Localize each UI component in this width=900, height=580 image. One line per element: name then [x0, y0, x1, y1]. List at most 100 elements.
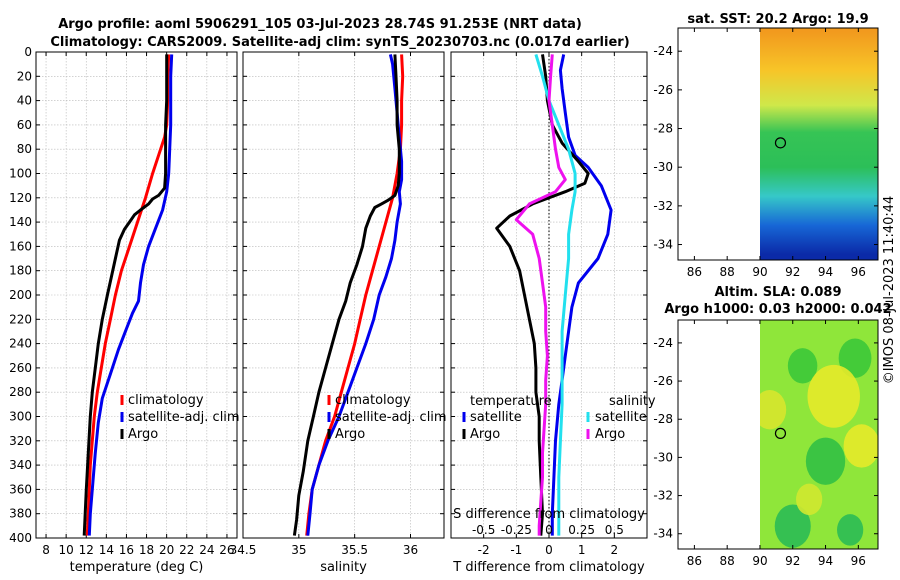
- y-tick-label: 0: [24, 45, 32, 59]
- x-tick-label: 1: [578, 543, 586, 557]
- x-tick-label: 34.5: [230, 543, 257, 557]
- legend-label: climatology: [335, 393, 411, 408]
- map-y-tick-label: -26: [653, 374, 673, 388]
- x-tick-label: 35.5: [341, 543, 368, 557]
- y-tick-label: 180: [9, 264, 32, 278]
- map-x-tick-label: 88: [720, 554, 735, 568]
- y-tick-label: 320: [9, 434, 32, 448]
- x-tick-label: 16: [119, 543, 134, 557]
- map-y-tick-label: -34: [653, 238, 673, 252]
- salinity-panel: 34.5 35 35.5 36 salinity climatology satellite…: [230, 51, 447, 575]
- difference-panel: -2 -1 0 1 2 T difference from climatology S di…: [450, 51, 656, 575]
- x-tick-label: 35: [291, 543, 306, 557]
- legend-title: salinity: [609, 394, 656, 409]
- profile-location-marker: [774, 137, 787, 149]
- sla-feature: [807, 364, 860, 428]
- imos-watermark: ©IMOS 08-Jul-2023 11:40:44: [882, 196, 897, 385]
- sst-field: [759, 28, 878, 260]
- legend-label: satellite: [470, 410, 522, 425]
- map-subtitle: Argo h1000: 0.03 h2000: 0.042: [664, 302, 891, 317]
- sla-feature: [774, 504, 811, 548]
- y-tick-label: 280: [9, 385, 32, 399]
- sla-feature: [838, 338, 872, 378]
- series-line: [292, 54, 401, 536]
- plot-frame: [450, 51, 648, 539]
- x-tick-label: 8: [42, 543, 50, 557]
- series-line: [87, 54, 174, 536]
- y-tick-label: 100: [9, 167, 32, 181]
- legend-label: Argo: [335, 427, 365, 442]
- legend-title: temperature: [470, 394, 552, 409]
- sst-map-panel: 86 88 90 92 94 96 -24 -26 -28 -30 -32 -34 sat. SST: …: [653, 12, 879, 279]
- y-tick-label: 80: [17, 142, 32, 156]
- x-tick-label: -2: [478, 543, 490, 557]
- y-tick-label: 40: [17, 94, 32, 108]
- map-data: [759, 28, 878, 260]
- map-y-tick-label: -32: [653, 199, 673, 213]
- x-tick-label: -1: [510, 543, 522, 557]
- x-tick-label: 0: [545, 543, 553, 557]
- s-tick-label: -0.5: [472, 523, 495, 537]
- y-tick-label: 340: [9, 458, 32, 472]
- map-x-tick-label: 96: [851, 265, 866, 279]
- x-tick-label: 14: [99, 543, 114, 557]
- x-tick-label: 18: [139, 543, 154, 557]
- map-x-tick-label: 94: [818, 554, 833, 568]
- map-frame: [677, 27, 879, 261]
- map-y-tick-label: -30: [653, 450, 673, 464]
- series-line: [495, 54, 590, 536]
- s-tick-label: 0: [545, 523, 553, 537]
- x-tick-label: 2: [611, 543, 619, 557]
- y-tick-label: 160: [9, 239, 32, 253]
- map-y-tick-label: -24: [653, 336, 673, 350]
- legend-label: climatology: [128, 393, 204, 408]
- map-x-tick-label: 92: [785, 265, 800, 279]
- map-title: Altim. SLA: 0.089: [715, 285, 842, 300]
- s-tick-label: -0.25: [501, 523, 532, 537]
- map-x-tick-label: 94: [818, 265, 833, 279]
- map-y-tick-label: -34: [653, 527, 673, 541]
- map-x-tick-label: 90: [752, 554, 767, 568]
- legend-label: Argo: [470, 427, 500, 442]
- figure-title-line1: Argo profile: aoml 5906291_105 03-Jul-20…: [58, 17, 582, 32]
- series-line: [514, 54, 567, 536]
- y-tick-label: 400: [9, 531, 32, 545]
- y-tick-label: 140: [9, 215, 32, 229]
- y-tick-label: 200: [9, 288, 32, 302]
- y-tick-label: 60: [17, 118, 32, 132]
- x-tick-label: 12: [79, 543, 94, 557]
- legend-label: Argo: [595, 427, 625, 442]
- figure-title-line2: Climatology: CARS2009. Satellite-adj cli…: [50, 35, 629, 50]
- sla-feature: [759, 390, 787, 430]
- series-line: [550, 54, 613, 536]
- map-y-tick-label: -26: [653, 83, 673, 97]
- map-x-tick-label: 88: [720, 265, 735, 279]
- series-line: [534, 53, 577, 536]
- y-tick-label: 220: [9, 312, 32, 326]
- y-tick-label: 20: [17, 69, 32, 83]
- map-x-tick-label: 96: [851, 554, 866, 568]
- x-axis-label: temperature (deg C): [70, 560, 204, 575]
- map-x-tick-label: 86: [687, 265, 702, 279]
- map-x-tick-label: 86: [687, 554, 702, 568]
- x-axis-label: salinity: [320, 560, 367, 575]
- s-axis-label: S difference from climatology: [453, 507, 645, 522]
- x-axis-label: T difference from climatology: [452, 560, 645, 575]
- y-tick-label: 360: [9, 482, 32, 496]
- sla-feature: [787, 348, 818, 384]
- x-tick-label: 22: [179, 543, 194, 557]
- y-tick-label: 300: [9, 410, 32, 424]
- x-tick-label: 20: [159, 543, 174, 557]
- map-y-tick-label: -24: [653, 44, 673, 58]
- map-x-tick-label: 90: [752, 265, 767, 279]
- map-y-tick-label: -28: [653, 122, 673, 136]
- y-tick-label: 260: [9, 361, 32, 375]
- sla-map-panel: 86 88 90 92 94 96 -24 -26 -28 -30 -32 -34 Altim. SLA…: [653, 285, 891, 568]
- sla-feature: [837, 514, 864, 546]
- map-title: sat. SST: 20.2 Argo: 19.9: [687, 12, 868, 27]
- x-tick-label: 36: [403, 543, 418, 557]
- y-tick-label: 240: [9, 337, 32, 351]
- legend-label: satellite-adj. clim: [335, 410, 447, 425]
- s-tick-label: 0.25: [568, 523, 595, 537]
